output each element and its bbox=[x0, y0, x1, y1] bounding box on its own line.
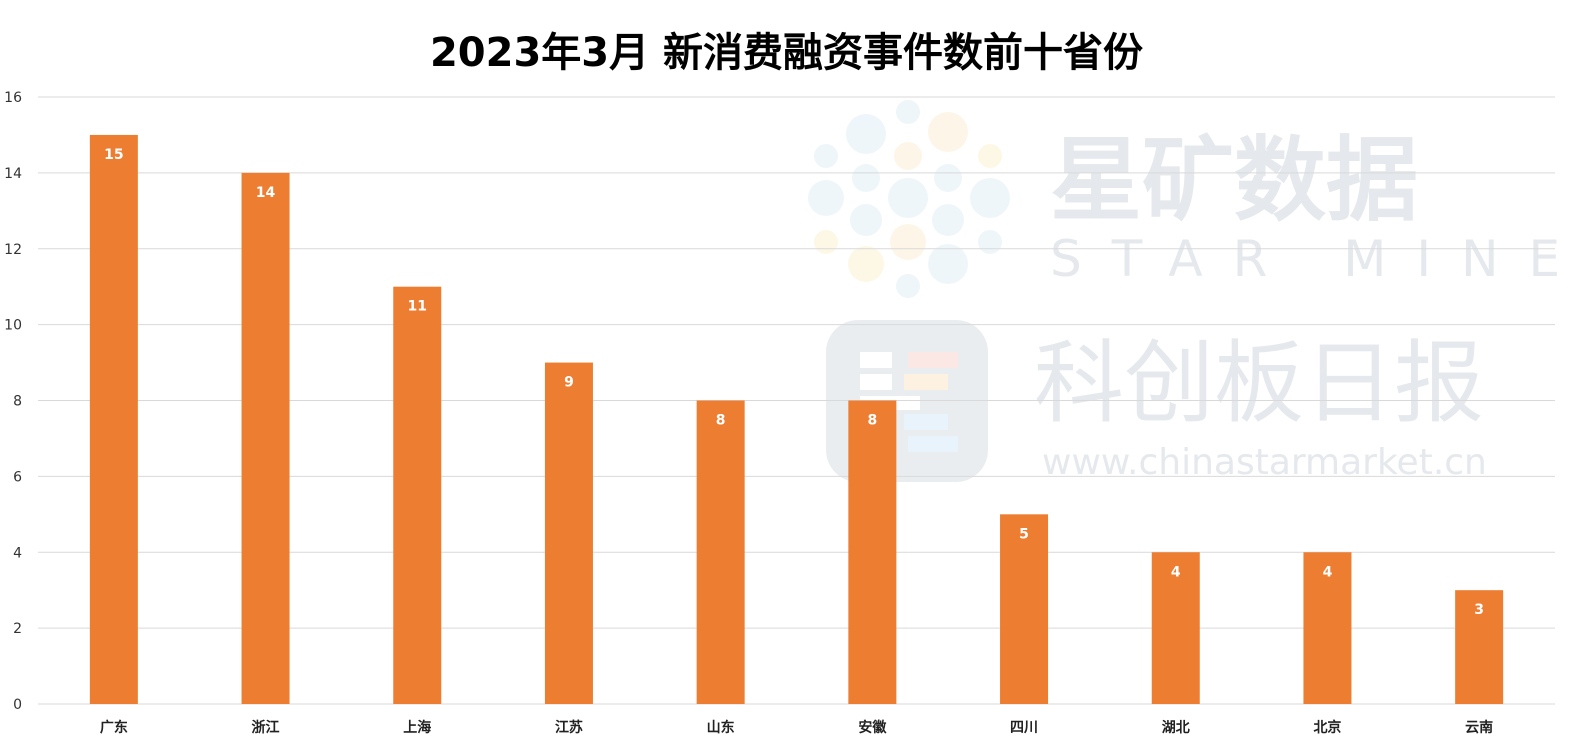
y-tick-label: 14 bbox=[4, 166, 22, 182]
watermark-publisher: 科创板日报 bbox=[1034, 331, 1484, 436]
y-tick-label: 6 bbox=[13, 469, 22, 485]
gridlines bbox=[38, 96, 1555, 705]
x-tick-label: 江苏 bbox=[555, 719, 583, 736]
x-tick-label: 广东 bbox=[100, 719, 128, 736]
bars bbox=[89, 134, 1504, 704]
data-label: 14 bbox=[256, 185, 276, 201]
watermark-brand-cn: 星矿数据 bbox=[1050, 127, 1418, 234]
data-label: 8 bbox=[716, 413, 726, 429]
x-tick-label: 山东 bbox=[707, 719, 735, 736]
bar bbox=[1303, 552, 1352, 704]
bar bbox=[241, 172, 290, 704]
bar bbox=[848, 400, 897, 704]
data-label: 15 bbox=[104, 147, 123, 163]
x-tick-label: 安徽 bbox=[858, 719, 887, 736]
data-label: 11 bbox=[408, 299, 427, 315]
bar bbox=[544, 362, 593, 704]
x-tick-label: 上海 bbox=[403, 719, 431, 736]
watermark: 星矿数据 STAR MINE 科创板日报 www.chinastarmarket… bbox=[808, 100, 1573, 483]
bar bbox=[89, 134, 138, 704]
x-axis-ticks: 广东 浙江 上海 江苏 山东 安徽 四川 湖北 北京 云南 bbox=[100, 719, 1493, 736]
bar bbox=[1000, 514, 1049, 704]
watermark-brand-en: STAR MINE bbox=[1050, 230, 1573, 288]
y-tick-label: 2 bbox=[13, 621, 22, 637]
data-labels: 15 14 11 9 8 8 5 4 4 3 bbox=[104, 147, 1484, 618]
x-tick-label: 湖北 bbox=[1162, 720, 1190, 736]
x-tick-label: 云南 bbox=[1465, 719, 1493, 736]
chart-title: 2023年3月 新消费融资事件数前十省份 bbox=[429, 30, 1144, 76]
bar bbox=[696, 400, 745, 704]
y-tick-label: 8 bbox=[13, 394, 22, 410]
x-tick-label: 四川 bbox=[1010, 720, 1038, 736]
data-label: 8 bbox=[867, 413, 877, 429]
x-tick-label: 北京 bbox=[1313, 719, 1341, 736]
y-tick-label: 4 bbox=[13, 545, 22, 561]
x-tick-label: 浙江 bbox=[252, 719, 280, 736]
y-axis-ticks: 0 2 4 6 8 10 12 14 16 bbox=[4, 90, 22, 713]
data-label: 5 bbox=[1019, 526, 1029, 542]
bar bbox=[1455, 590, 1504, 704]
y-tick-label: 10 bbox=[4, 318, 22, 334]
data-label: 9 bbox=[564, 375, 574, 391]
data-label: 3 bbox=[1474, 602, 1484, 618]
watermark-logo-icon bbox=[808, 100, 1010, 298]
bar bbox=[393, 286, 442, 704]
y-tick-label: 16 bbox=[4, 90, 22, 106]
y-tick-label: 12 bbox=[4, 242, 22, 258]
bar bbox=[1151, 552, 1200, 704]
data-label: 4 bbox=[1323, 564, 1333, 580]
data-label: 4 bbox=[1171, 564, 1181, 580]
y-tick-label: 0 bbox=[13, 697, 22, 713]
